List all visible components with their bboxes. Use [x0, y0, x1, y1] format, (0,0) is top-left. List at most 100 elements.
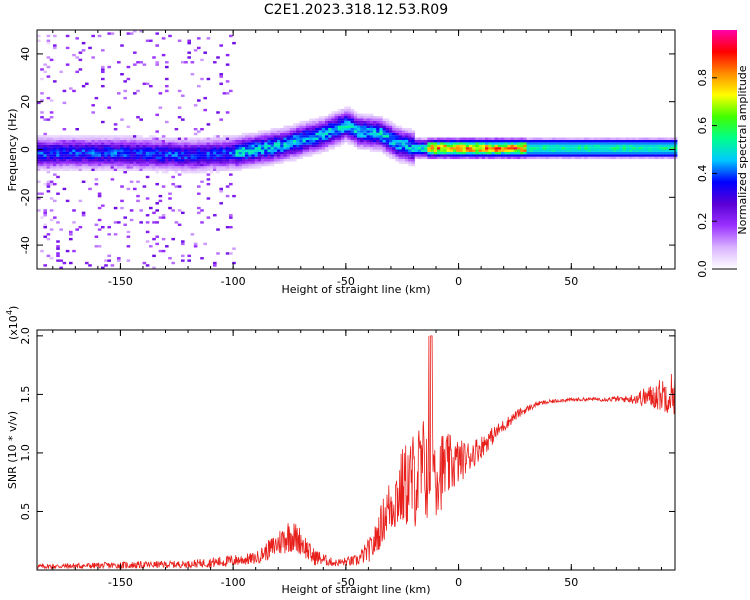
heatmap-cell	[305, 130, 310, 133]
heatmap-cell	[177, 168, 182, 172]
heatmap-cell	[638, 142, 643, 145]
heatmap-cell	[312, 123, 316, 126]
heatmap-cell	[590, 156, 595, 160]
heatmap-cell	[328, 118, 332, 121]
heatmap-cell	[366, 132, 371, 136]
heatmap-cell	[657, 139, 662, 143]
heatmap-cell	[72, 221, 76, 224]
heatmap-cell	[456, 139, 460, 143]
snr-ytick-label: 1.0	[19, 444, 32, 462]
heatmap-cell	[571, 149, 575, 152]
heatmap-cell	[664, 154, 668, 157]
heatmap-cell	[552, 144, 556, 148]
heatmap-cell	[670, 149, 675, 152]
heatmap-cell	[561, 154, 566, 157]
heatmap-cell	[587, 144, 591, 148]
heatmap-cell	[433, 142, 438, 145]
heatmap-cell	[177, 185, 182, 188]
heatmap-cell	[318, 130, 323, 133]
heatmap-cell	[629, 144, 633, 148]
heatmap-cell	[165, 144, 169, 148]
heatmap-cell	[449, 147, 454, 150]
heatmap-cell	[123, 166, 127, 169]
heatmap-cell	[533, 144, 537, 148]
heatmap-cell	[69, 166, 73, 169]
heatmap-cell	[574, 142, 579, 145]
heatmap-cell	[136, 135, 140, 138]
heatmap-cell	[273, 156, 278, 160]
heatmap-cell	[395, 125, 399, 128]
heatmap-cell	[88, 144, 92, 148]
heatmap-cell	[264, 135, 268, 138]
heatmap-cell	[181, 94, 185, 97]
heatmap-cell	[552, 156, 556, 160]
heatmap-cell	[241, 137, 246, 140]
heatmap-cell	[632, 144, 636, 148]
heatmap-cell	[280, 154, 284, 157]
heatmap-cell	[245, 161, 249, 164]
heatmap-cell	[155, 182, 159, 186]
heatmap-cell	[69, 135, 73, 138]
heatmap-cell	[574, 149, 579, 152]
heatmap-cell	[293, 147, 297, 150]
heatmap-cell	[88, 147, 92, 150]
heatmap-cell	[568, 154, 572, 157]
heatmap-cell	[510, 147, 515, 150]
heatmap-cell	[40, 135, 44, 138]
heatmap-cell	[581, 154, 585, 157]
heatmap-cell	[200, 139, 204, 143]
heatmap-cell	[664, 149, 668, 152]
heatmap-cell	[155, 63, 159, 66]
heatmap-cell	[46, 190, 51, 193]
heatmap-cell	[427, 142, 431, 145]
heatmap-cell	[376, 132, 380, 136]
heatmap-cell	[85, 156, 89, 160]
heatmap-cell	[497, 142, 502, 145]
heatmap-cell	[241, 149, 246, 152]
heatmap-cell	[155, 209, 159, 212]
heatmap-cell	[398, 130, 403, 133]
heatmap-cell	[136, 154, 140, 157]
heatmap-cell	[232, 161, 236, 164]
heatmap-cell	[145, 264, 150, 267]
heatmap-cell	[629, 147, 633, 150]
heatmap-cell	[443, 156, 447, 160]
heatmap-cell	[85, 144, 89, 148]
heatmap-cell	[315, 151, 319, 155]
heatmap-cell	[110, 144, 115, 148]
heatmap-cell	[123, 137, 127, 140]
heatmap-cell	[440, 149, 444, 152]
heatmap-cell	[446, 154, 451, 157]
heatmap-cell	[241, 144, 246, 148]
heatmap-cell	[411, 132, 415, 136]
heatmap-cell	[286, 139, 291, 143]
heatmap-cell	[62, 137, 67, 140]
heatmap-cell	[43, 214, 47, 217]
heatmap-cell	[507, 149, 511, 152]
heatmap-cell	[280, 159, 284, 162]
heatmap-cell	[421, 149, 425, 152]
heatmap-cell	[56, 137, 60, 140]
heatmap-cell	[117, 154, 121, 157]
heatmap-cell	[651, 147, 655, 150]
heatmap-cell	[168, 166, 172, 169]
heatmap-cell	[85, 137, 89, 140]
heatmap-cell	[424, 154, 428, 157]
heatmap-cell	[273, 139, 278, 143]
heatmap-cell	[213, 154, 217, 157]
heatmap-cell	[94, 161, 99, 164]
heatmap-cell	[552, 154, 556, 157]
heatmap-cell	[145, 240, 150, 243]
heatmap-cell	[78, 225, 83, 229]
heatmap-cell	[360, 127, 364, 131]
heatmap-cell	[120, 159, 124, 162]
heatmap-cell	[478, 149, 483, 152]
heatmap-cell	[136, 168, 140, 172]
heatmap-cell	[91, 156, 95, 160]
heatmap-cell	[296, 144, 300, 148]
heatmap-cell	[651, 144, 655, 148]
heatmap-cell	[299, 151, 303, 155]
heatmap-cell	[609, 151, 614, 155]
heatmap-cell	[321, 147, 326, 150]
heatmap-cell	[43, 142, 47, 145]
